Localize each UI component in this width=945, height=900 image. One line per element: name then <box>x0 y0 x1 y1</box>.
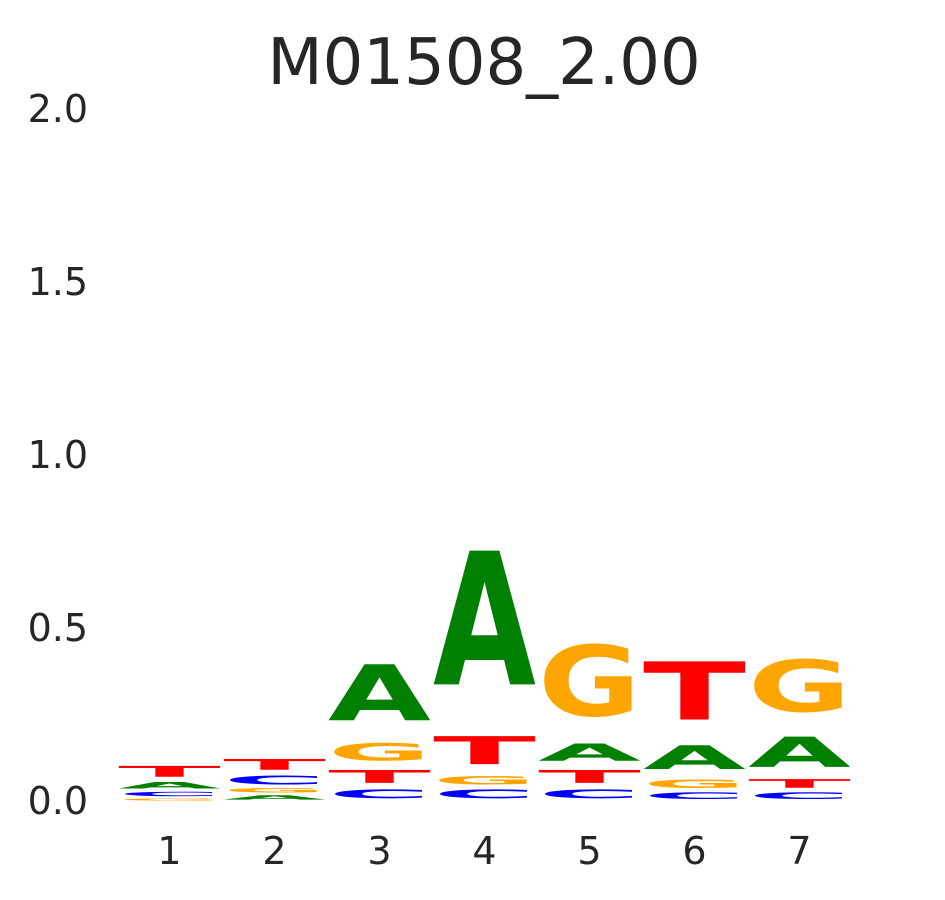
logo-letter-C: C <box>538 787 641 801</box>
y-tick-label: 1.5 <box>28 260 88 304</box>
x-tick-label: 1 <box>157 829 181 873</box>
y-tick-label: 0.0 <box>28 779 88 823</box>
logo-letter-A: A <box>748 729 851 777</box>
logo-letter-G: G <box>538 626 641 739</box>
logo-letter-A: A <box>118 780 221 790</box>
logo-letter-T: T <box>748 777 851 791</box>
x-tick-label: 6 <box>682 829 706 873</box>
y-tick-label: 1.0 <box>28 433 88 477</box>
logo-letter-G: G <box>433 773 536 787</box>
x-axis: 1 2 3 4 5 6 7 <box>157 829 811 873</box>
logo-letter-G: G <box>643 777 746 791</box>
x-tick-label: 3 <box>367 829 391 873</box>
x-tick-label: 4 <box>472 829 496 873</box>
logo-letter-A: A <box>328 649 431 739</box>
y-axis: 0.0 0.5 1.0 1.5 2.0 <box>28 87 88 823</box>
logo-letter-A: A <box>223 794 326 801</box>
logo-letter-A: A <box>643 739 746 777</box>
logo-letter-C: C <box>643 791 746 801</box>
logo-letter-C: C <box>748 791 851 801</box>
logo-letter-A: A <box>433 514 536 728</box>
logo-letter-G: G <box>118 798 221 801</box>
logo-letter-C: C <box>433 787 536 801</box>
logo-letter-C: C <box>118 791 221 798</box>
x-tick-label: 2 <box>262 829 286 873</box>
logo-letter-T: T <box>433 728 536 773</box>
logo-letter-G: G <box>223 787 326 794</box>
y-tick-label: 2.0 <box>28 87 88 131</box>
logo-letter-C: C <box>223 774 326 788</box>
x-tick-label: 7 <box>787 829 811 873</box>
chart-title: M01508_2.00 <box>267 26 700 100</box>
logo-letter-T: T <box>223 756 326 773</box>
x-tick-label: 5 <box>577 829 601 873</box>
y-tick-label: 0.5 <box>28 606 88 650</box>
logo-letter-T: T <box>538 767 641 788</box>
logo-letter-C: C <box>328 787 431 801</box>
logo-letter-G: G <box>328 739 431 767</box>
logo-letter-T: T <box>643 646 746 739</box>
logo-letter-T: T <box>328 767 431 788</box>
logo-letter-G: G <box>748 646 851 729</box>
logo-letter-T: T <box>118 763 221 780</box>
logo-letter-A: A <box>538 739 641 767</box>
